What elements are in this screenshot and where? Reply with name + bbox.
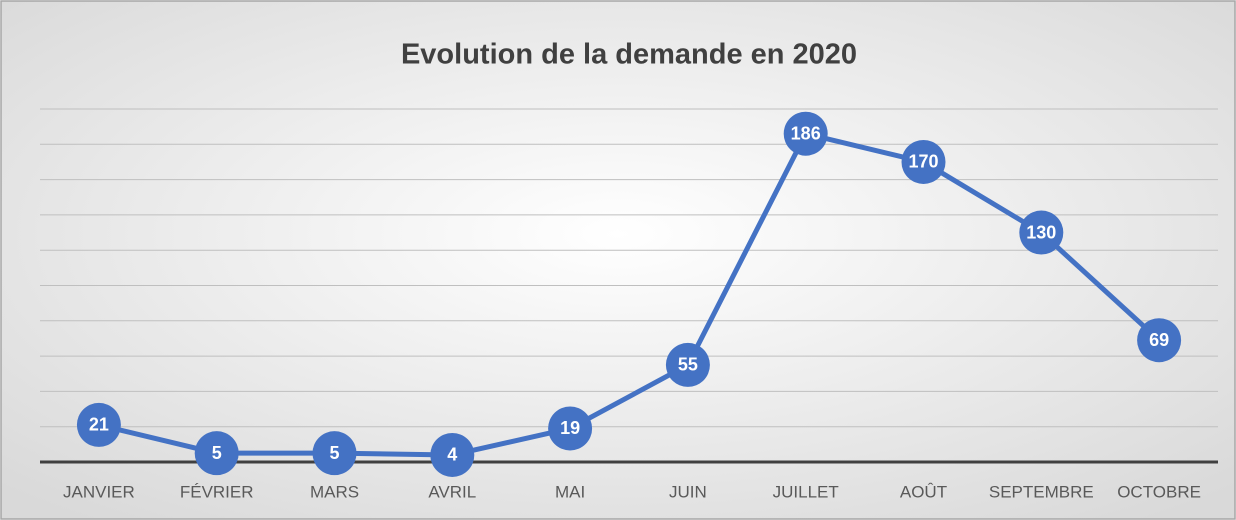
data-label: 5 bbox=[329, 443, 339, 463]
x-tick-label: MAI bbox=[555, 482, 585, 501]
chart-title: Evolution de la demande en 2020 bbox=[401, 39, 857, 71]
data-label: 55 bbox=[678, 355, 698, 375]
data-label: 186 bbox=[791, 123, 821, 143]
x-tick-label: AOÛT bbox=[900, 482, 947, 501]
x-tick-label: OCTOBRE bbox=[1117, 482, 1201, 501]
data-label: 130 bbox=[1026, 222, 1056, 242]
data-point bbox=[312, 431, 357, 476]
data-point bbox=[783, 111, 828, 156]
data-line bbox=[98, 131, 1161, 458]
x-tick-label: MARS bbox=[310, 482, 359, 501]
x-tick-label: JUIN bbox=[669, 482, 707, 501]
x-tick-label: SEPTEMBRE bbox=[989, 482, 1094, 501]
data-label: 21 bbox=[89, 415, 109, 435]
data-point bbox=[548, 406, 593, 451]
data-label: 4 bbox=[447, 445, 457, 465]
data-point bbox=[1137, 318, 1182, 363]
plot: JANVIER FÉVRIER MARS AVRIL MAI JUIN JUILLET AOÛ… bbox=[63, 111, 1201, 501]
data-label: 69 bbox=[1149, 330, 1169, 350]
data-point bbox=[76, 402, 121, 447]
data-point bbox=[901, 139, 946, 184]
data-point bbox=[665, 342, 710, 387]
data-label: 19 bbox=[560, 418, 580, 438]
x-tick-label: JANVIER bbox=[63, 482, 135, 501]
x-tick-label: FÉVRIER bbox=[180, 482, 254, 501]
x-tick-label: JUILLET bbox=[773, 482, 839, 501]
data-point bbox=[194, 431, 239, 476]
data-point bbox=[1019, 210, 1064, 255]
x-tick-label: AVRIL bbox=[428, 482, 476, 501]
data-label: 5 bbox=[212, 443, 222, 463]
data-label: 170 bbox=[908, 152, 938, 172]
data-point bbox=[430, 432, 475, 477]
